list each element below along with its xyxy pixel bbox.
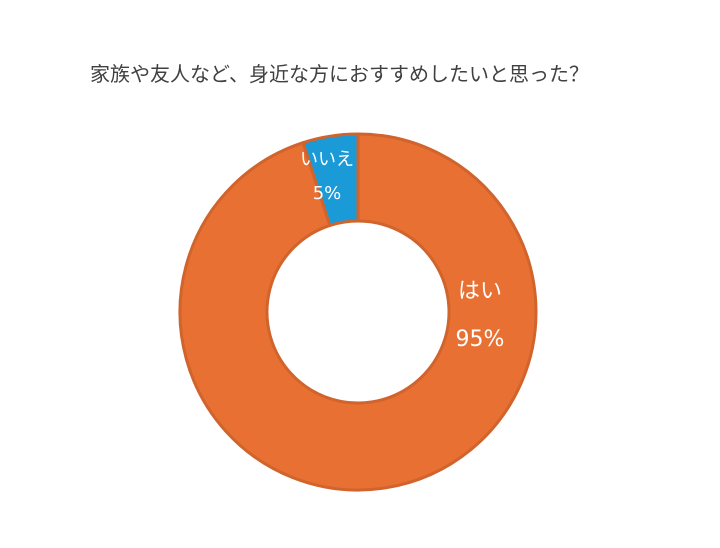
slice-value-label: 95%	[456, 327, 505, 352]
slice-category-label: はい	[458, 279, 502, 304]
chart-title: 家族や友人など、身近な方におすすめしたいと思った？	[90, 62, 589, 86]
slice-category-label: いいえ	[300, 149, 354, 170]
donut-slice-1	[178, 132, 538, 492]
slice-value-label: 5%	[313, 183, 342, 204]
donut-slice-2	[301, 132, 360, 227]
